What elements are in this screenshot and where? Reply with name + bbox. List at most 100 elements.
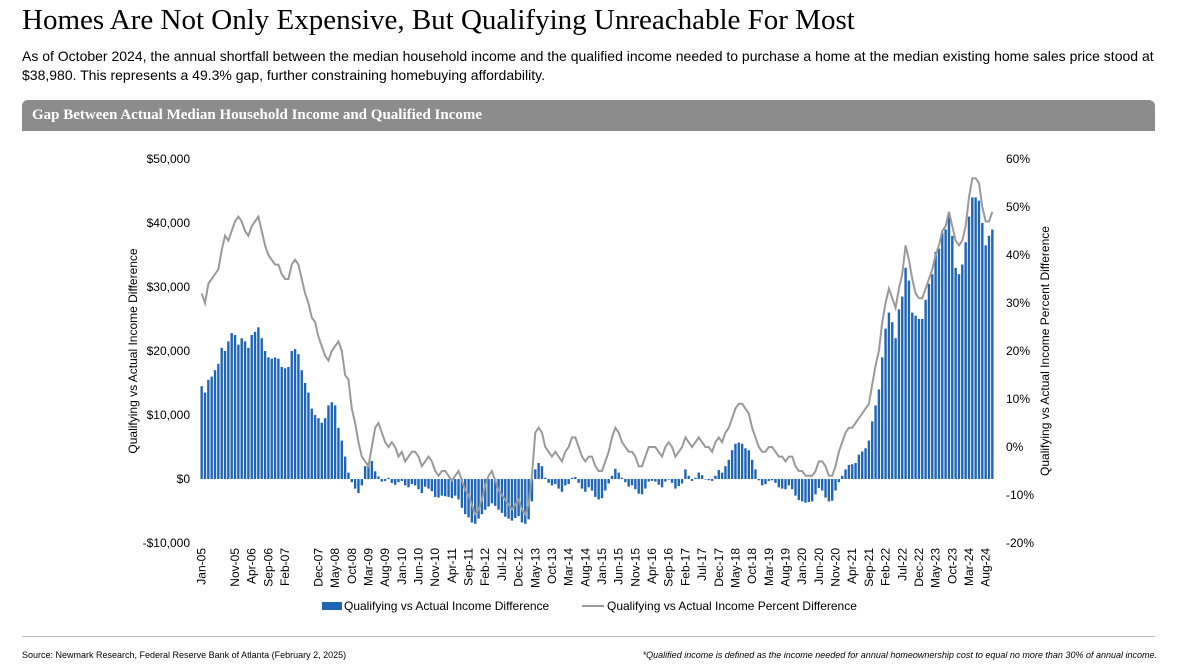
bar <box>383 479 387 481</box>
bar <box>867 440 871 479</box>
x-tick-label: May-08 <box>328 548 342 588</box>
bar <box>363 466 367 479</box>
y2-tick-label: -20% <box>1006 536 1034 550</box>
bar <box>647 479 650 482</box>
x-tick-label: Jan-05 <box>195 548 209 585</box>
bar <box>807 479 811 503</box>
bar <box>497 479 500 510</box>
bar <box>303 383 307 479</box>
bar <box>881 357 884 479</box>
x-tick-label: Jan-20 <box>795 548 809 585</box>
bar <box>487 479 490 507</box>
y-tick-label: $0 <box>177 472 191 486</box>
bar <box>971 197 974 479</box>
x-tick-label: Sep-06 <box>261 548 275 587</box>
bar <box>834 479 837 491</box>
bar <box>630 479 634 486</box>
bar <box>667 479 670 480</box>
bar <box>787 479 791 486</box>
x-tick-label: Jun-20 <box>812 548 826 585</box>
y-axis-title: Qualifying vs Actual Income Difference <box>126 248 140 454</box>
bar <box>707 479 710 481</box>
bar <box>464 479 467 515</box>
bar <box>697 472 700 479</box>
y2-tick-label: 30% <box>1006 296 1030 310</box>
bar <box>851 464 854 479</box>
bar <box>370 461 374 479</box>
bar <box>730 450 734 479</box>
bar <box>800 479 804 502</box>
bar <box>474 479 477 524</box>
bar <box>597 479 600 500</box>
bar <box>373 471 377 479</box>
x-tick-label: Aug-09 <box>378 548 392 587</box>
bar <box>504 479 507 517</box>
bar <box>300 370 303 479</box>
bar <box>704 479 707 480</box>
bar <box>754 469 757 479</box>
bar <box>260 338 263 479</box>
bar <box>784 479 787 490</box>
x-tick-label: Sep-16 <box>662 548 676 587</box>
bar <box>450 479 454 499</box>
bar <box>604 479 607 491</box>
bar <box>530 479 534 502</box>
panel-header: Gap Between Actual Median Household Inco… <box>22 100 1155 131</box>
bar <box>737 442 740 479</box>
bar <box>277 358 280 479</box>
bar <box>544 477 547 479</box>
bar <box>620 477 624 479</box>
bar <box>654 479 657 482</box>
bar <box>740 443 744 479</box>
bar <box>627 479 630 487</box>
bar <box>574 477 577 479</box>
bar <box>844 469 847 479</box>
bar <box>917 319 921 479</box>
bar <box>680 479 684 484</box>
bar <box>557 479 560 489</box>
bar <box>367 463 370 479</box>
y-tick-label: $40,000 <box>147 216 191 230</box>
bar <box>854 463 857 479</box>
x-tick-label: Feb-17 <box>678 548 692 586</box>
x-tick-label: Oct-18 <box>745 548 759 584</box>
bar <box>944 229 947 479</box>
bar <box>710 479 714 481</box>
bar <box>724 466 727 479</box>
bar <box>200 386 203 479</box>
bar <box>570 477 574 479</box>
x-tick-label: May-23 <box>929 548 943 588</box>
bar <box>210 376 213 479</box>
x-tick-label: Apr-06 <box>245 548 259 584</box>
bar <box>670 479 674 483</box>
bar <box>353 479 357 489</box>
x-tick-label: Nov-20 <box>829 548 843 587</box>
x-tick-label: Mar-14 <box>562 548 576 586</box>
bar <box>861 451 864 479</box>
bar <box>490 479 494 504</box>
source: Source: Newmark Research, Federal Reserv… <box>22 650 347 660</box>
bar <box>317 418 320 479</box>
x-tick-label: Jun-15 <box>612 548 626 585</box>
bar <box>227 341 230 479</box>
bar <box>614 468 617 479</box>
bar <box>964 242 967 479</box>
y-tick-label: $30,000 <box>147 280 191 294</box>
bar <box>433 479 437 497</box>
x-tick-label: Jul-22 <box>895 548 909 581</box>
bar <box>454 479 457 496</box>
bar <box>230 333 233 479</box>
line <box>200 177 994 517</box>
bar <box>337 427 340 479</box>
x-tick-label: Oct-08 <box>345 548 359 584</box>
bar <box>770 479 774 481</box>
bar <box>804 479 807 503</box>
bar <box>650 479 654 481</box>
bar <box>634 479 637 490</box>
subtitle: As of October 2024, the annual shortfall… <box>22 48 1154 83</box>
bar <box>564 479 567 486</box>
bar <box>290 351 293 479</box>
bar <box>610 475 614 479</box>
bar <box>934 251 937 479</box>
bar <box>287 367 290 479</box>
